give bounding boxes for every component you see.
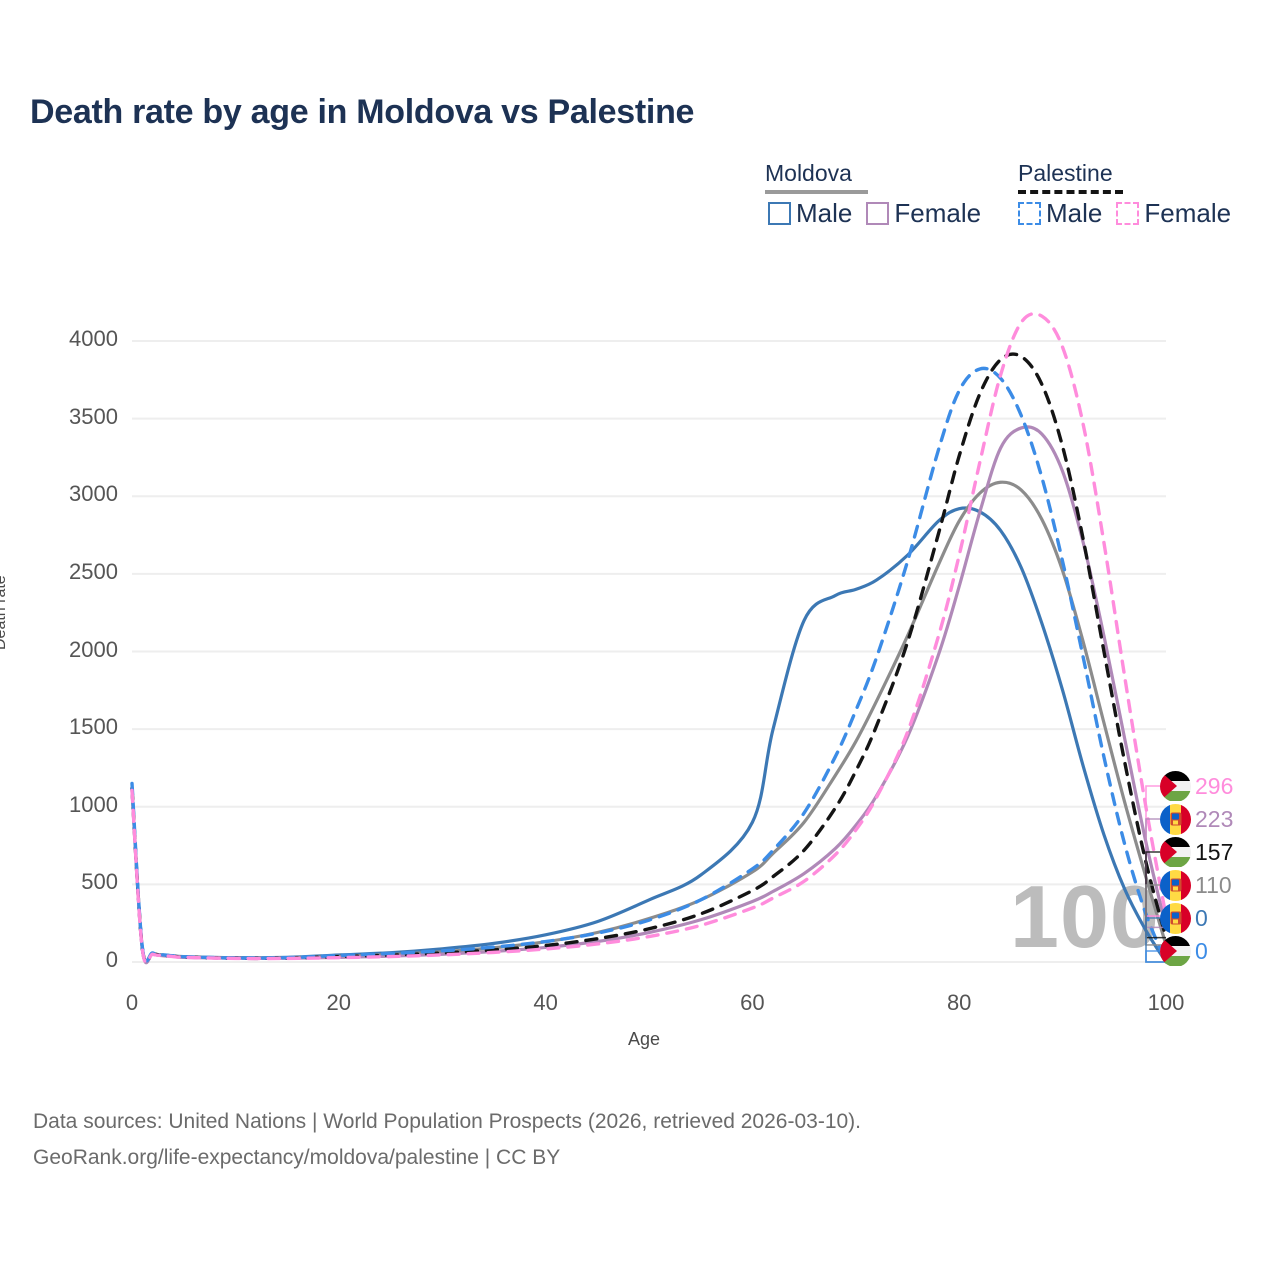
legend-swatch-palestine-male [1018, 201, 1041, 225]
palestine-flag-icon [1160, 770, 1191, 802]
end-label-4: 0 [1160, 902, 1208, 934]
palestine-flag-icon [1160, 935, 1191, 967]
series-line-palestine-female [130, 312, 1168, 965]
legend-label-palestine-male: Male [1046, 198, 1103, 228]
moldova-flag-icon [1160, 869, 1191, 901]
legend-swatch-moldova-male [768, 201, 791, 225]
x-tick-0: 0 [125, 990, 139, 1015]
x-tick-40: 40 [533, 990, 558, 1015]
end-label-value-4: 0 [1195, 904, 1208, 931]
y-tick-0: 0 [105, 947, 118, 972]
legend-group-title-moldova: Moldova [765, 160, 852, 186]
end-label-0: 296 [1160, 770, 1233, 802]
y-tick-4000: 4000 [69, 326, 118, 351]
x-tick-80: 80 [946, 990, 972, 1015]
series-end-labels: 296 223 157 110 0 0 [1160, 770, 1280, 985]
footer-note: Data sources: United Nations | World Pop… [33, 1104, 861, 1176]
y-tick-2500: 2500 [69, 558, 118, 584]
legend-label-moldova-female: Female [894, 198, 982, 228]
legend-item-palestine-female[interactable]: Female [1116, 200, 1231, 226]
palestine-flag-icon [1160, 836, 1191, 868]
legend-label-moldova-male: Male [796, 198, 853, 228]
y-tick-1000: 1000 [69, 791, 118, 817]
end-label-value-3: 110 [1195, 871, 1232, 898]
series-line-moldova-other- [130, 480, 1168, 964]
end-label-value-2: 157 [1195, 838, 1234, 865]
end-label-3: 110 [1160, 869, 1232, 901]
legend-swatch-palestine-female [1116, 201, 1140, 225]
series-line-palestine-other- [130, 352, 1168, 964]
y-tick-500: 500 [81, 869, 118, 895]
legend-rule-moldova [765, 190, 868, 194]
footer-line-2: GeoRank.org/life-expectancy/moldova/pale… [33, 1146, 561, 1169]
x-tick-20: 20 [326, 990, 352, 1015]
legend-group-palestine: Palestine Male Female [1018, 160, 1231, 226]
page-title: Death rate by age in Moldova vs Palestin… [30, 93, 695, 131]
y-tick-3500: 3500 [69, 403, 118, 429]
footer-line-1: Data sources: United Nations | World Pop… [33, 1110, 862, 1133]
legend-swatch-moldova-female [866, 201, 890, 225]
legend-item-palestine-male[interactable]: Male [1018, 200, 1102, 226]
y-tick-2000: 2000 [69, 636, 118, 662]
x-axis-title: Age [628, 1029, 661, 1049]
chart-legend: Moldova Male Female Palestine Male [760, 160, 1260, 250]
moldova-flag-icon [1160, 803, 1191, 835]
y-tick-1500: 1500 [69, 714, 118, 740]
end-label-1: 223 [1160, 803, 1233, 835]
leader-line-5 [1145, 950, 1166, 963]
moldova-flag-icon [1160, 902, 1191, 934]
legend-rule-palestine [1018, 190, 1123, 194]
series-line-moldova-male [130, 506, 1168, 964]
legend-label-palestine-female: Female [1144, 198, 1232, 228]
end-label-2: 157 [1160, 836, 1233, 868]
end-label-value-1: 223 [1195, 805, 1234, 832]
end-label-value-0: 296 [1195, 772, 1234, 799]
legend-item-moldova-male[interactable]: Male [768, 200, 852, 226]
legend-group-title-palestine: Palestine [1018, 160, 1113, 186]
end-label-value-5: 0 [1195, 937, 1208, 964]
legend-group-moldova: Moldova Male Female [765, 160, 981, 226]
leader-line-3 [1145, 884, 1166, 946]
y-tick-3000: 3000 [69, 481, 118, 507]
end-label-5: 0 [1160, 935, 1208, 967]
x-tick-60: 60 [740, 990, 765, 1015]
x-tick-100: 100 [1147, 990, 1185, 1015]
series-line-palestine-male [130, 366, 1168, 964]
legend-item-moldova-female[interactable]: Female [866, 200, 981, 226]
series-line-moldova-female [130, 425, 1168, 965]
